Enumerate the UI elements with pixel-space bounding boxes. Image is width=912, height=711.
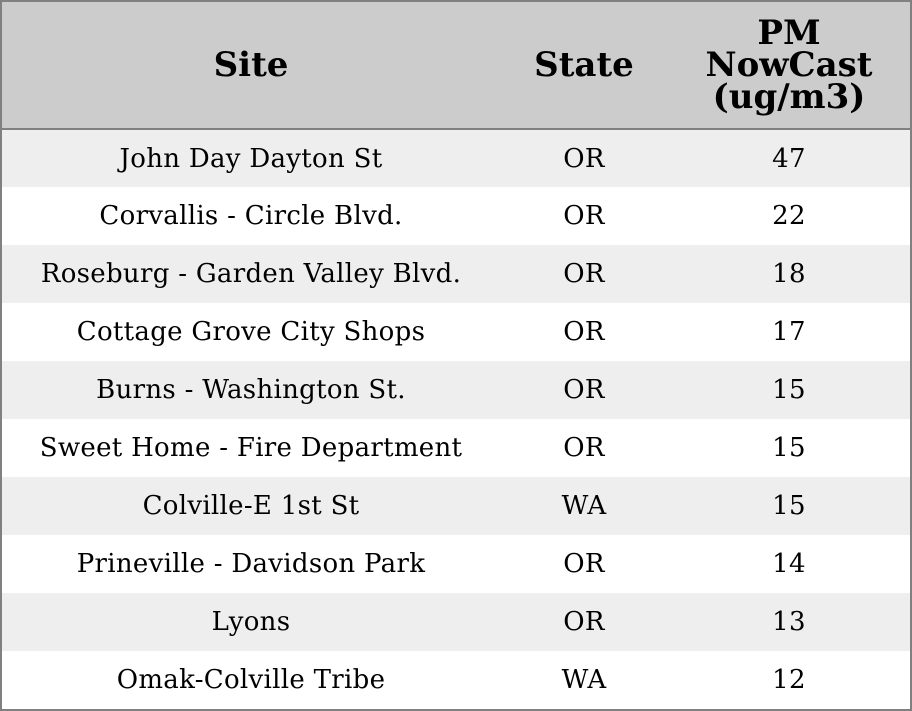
header-pm-line-3: (ug/m3) [712, 77, 866, 117]
header-pm-line-2: NowCast [705, 45, 873, 85]
table-row: Sweet Home - Fire Department OR 15 [2, 419, 910, 477]
header-site: Site [2, 2, 500, 129]
state-cell: OR [563, 607, 605, 637]
pm-value-cell: 47 [772, 143, 806, 174]
table-row: Lyons OR 13 [2, 593, 910, 651]
state-cell: OR [563, 143, 605, 174]
table-row: John Day Dayton St OR 47 [2, 129, 910, 187]
header-pm-nowcast: PM NowCast (ug/m3) [668, 2, 910, 129]
site-cell: Omak-Colville Tribe [116, 665, 386, 695]
state-cell: WA [561, 491, 607, 521]
table-row: Roseburg - Garden Valley Blvd. OR 18 [2, 245, 910, 303]
site-cell: Lyons [211, 607, 291, 637]
pm-value-cell: 18 [772, 259, 806, 289]
state-cell: OR [563, 549, 605, 579]
table-row: Cottage Grove City Shops OR 17 [2, 303, 910, 361]
state-cell: WA [561, 665, 607, 695]
pm-value-cell: 12 [772, 665, 806, 695]
site-cell: Roseburg - Garden Valley Blvd. [40, 259, 462, 289]
site-cell: Colville-E 1st St [142, 491, 360, 521]
header-state: State [500, 2, 668, 129]
table-row: Omak-Colville Tribe WA 12 [2, 651, 910, 709]
site-cell: Sweet Home - Fire Department [39, 433, 463, 463]
table-row: Colville-E 1st St WA 15 [2, 477, 910, 535]
header-row: Site State PM NowCast (ug/m3) [2, 2, 910, 129]
state-cell: OR [563, 375, 605, 405]
site-cell: John Day Dayton St [119, 143, 383, 174]
pm-value-cell: 15 [772, 433, 806, 463]
site-cell: Cottage Grove City Shops [76, 317, 426, 347]
table-row: Corvallis - Circle Blvd. OR 22 [2, 187, 910, 245]
site-cell: Burns - Washington St. [96, 375, 406, 405]
table-row: Prineville - Davidson Park OR 14 [2, 535, 910, 593]
table-header: Site State PM NowCast (ug/m3) [2, 2, 910, 129]
pm-value-cell: 15 [772, 491, 806, 521]
state-cell: OR [563, 259, 605, 289]
header-pm-line-1: PM [757, 13, 821, 53]
pm-value-cell: 22 [772, 201, 806, 231]
pm-value-cell: 15 [772, 375, 806, 405]
header-site-label: Site [213, 45, 289, 85]
site-cell: Prineville - Davidson Park [76, 549, 426, 579]
table-body: John Day Dayton St OR 47 Corvallis - Circle… [2, 129, 910, 709]
header-state-label: State [534, 45, 634, 85]
pm-value-cell: 13 [772, 607, 806, 637]
state-cell: OR [563, 433, 605, 463]
site-cell: Corvallis - Circle Blvd. [99, 201, 403, 231]
pm-value-cell: 17 [772, 317, 806, 347]
state-cell: OR [563, 317, 605, 347]
state-cell: OR [563, 201, 605, 231]
pm-value-cell: 14 [772, 549, 806, 579]
table-row: Burns - Washington St. OR 15 [2, 361, 910, 419]
